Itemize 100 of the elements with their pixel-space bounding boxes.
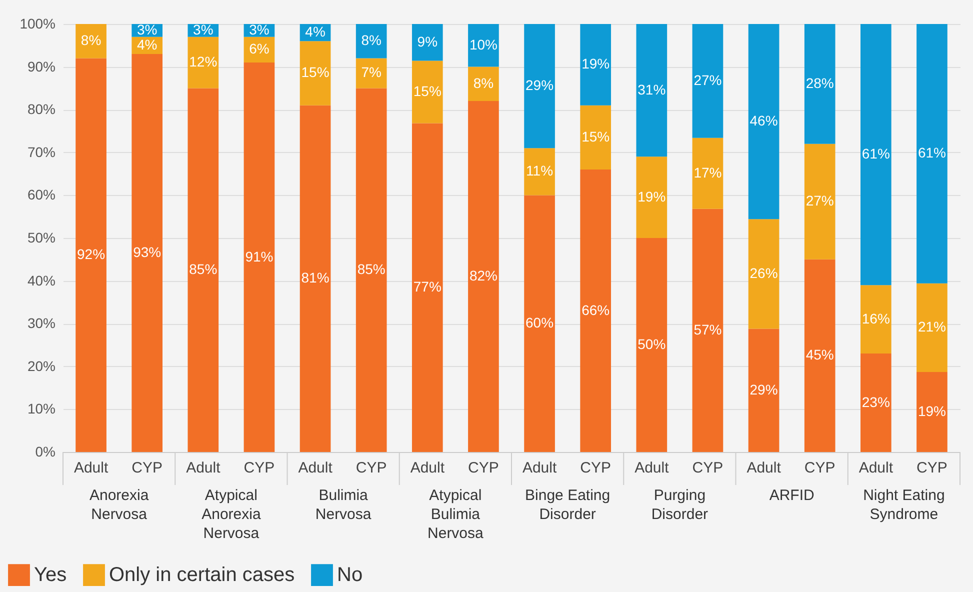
text: Bulimia Nervosa	[315, 487, 372, 523]
bar	[636, 156, 668, 238]
data-label: 27%	[806, 192, 834, 209]
y-tick-label: 10%	[27, 400, 56, 417]
x-tick-label: Adult	[298, 460, 334, 476]
data-label: 17%	[694, 164, 722, 180]
x-tick-label: CYP	[356, 460, 387, 476]
bar	[412, 24, 443, 61]
data-label: 19%	[638, 188, 666, 204]
bar	[692, 138, 724, 209]
data-label: 46%	[750, 112, 778, 129]
bar	[356, 58, 387, 88]
bar	[524, 24, 555, 148]
y-tick-label: 0%	[35, 444, 56, 460]
y-tick-label: 100%	[20, 16, 56, 32]
data-label: 7%	[361, 64, 382, 80]
x-tick-label: CYP	[692, 460, 724, 476]
bar	[636, 24, 668, 157]
data-label: 21%	[918, 318, 946, 335]
data-label: 10%	[469, 36, 498, 52]
data-label: 23%	[862, 394, 890, 410]
bar	[804, 24, 836, 144]
x-tick-label: Adult	[858, 460, 894, 476]
bar	[412, 123, 443, 452]
bar	[244, 62, 275, 452]
data-label: 4%	[305, 24, 326, 40]
bar	[580, 170, 612, 452]
data-label: 15%	[413, 83, 442, 100]
x-tick-label: CYP	[916, 460, 948, 476]
bar	[748, 328, 780, 452]
data-label: 26%	[750, 264, 778, 281]
data-label: 15%	[582, 128, 610, 144]
data-label: 85%	[189, 261, 218, 278]
bar	[188, 36, 219, 88]
data-label: 61%	[918, 144, 946, 161]
legend-label: No	[337, 564, 363, 586]
text: Atypical Anorexia Nervosa	[202, 487, 262, 542]
bar	[692, 208, 724, 452]
data-label: 77%	[413, 278, 442, 295]
bar	[916, 283, 948, 372]
bar	[468, 24, 499, 67]
bar	[580, 105, 612, 170]
x-tick-label: CYP	[132, 460, 163, 476]
data-label: 3%	[249, 21, 270, 38]
data-label: 92%	[77, 246, 106, 262]
bar	[524, 148, 555, 196]
bar	[300, 105, 331, 452]
text: Binge Eating Disorder	[525, 487, 610, 523]
bar	[692, 24, 724, 138]
bar	[748, 219, 780, 329]
text: Anorexia Nervosa	[89, 487, 150, 523]
bar	[412, 60, 443, 124]
data-label: 3%	[136, 21, 158, 38]
x-tick-label: CYP	[580, 460, 612, 476]
data-label: 27%	[694, 72, 722, 88]
data-label: 19%	[582, 56, 610, 72]
bar	[132, 54, 163, 452]
y-tick-label: 80%	[27, 101, 56, 118]
x-tick-label: CYP	[804, 460, 836, 476]
y-tick-label: 20%	[27, 358, 56, 374]
bar	[468, 101, 499, 452]
y-tick-label: 30%	[27, 315, 56, 332]
data-label: 6%	[249, 40, 270, 57]
y-tick-label: 60%	[27, 186, 56, 203]
bar	[860, 24, 892, 286]
data-label: 57%	[694, 321, 722, 338]
text: ARFID	[769, 487, 814, 504]
x-tick-label: CYP	[468, 460, 499, 476]
x-tick-label: CYP	[244, 460, 275, 476]
text: Atypical Bulimia Nervosa	[428, 487, 484, 542]
data-label: 31%	[638, 81, 666, 98]
x-tick-label: Adult	[410, 460, 446, 476]
data-label: 8%	[473, 74, 494, 91]
y-tick-label: 50%	[27, 230, 56, 246]
bar	[748, 24, 780, 220]
data-label: 93%	[133, 244, 162, 260]
data-label: 8%	[80, 32, 102, 48]
x-tick-label: Adult	[186, 460, 222, 476]
data-label: 9%	[417, 33, 438, 50]
bar	[860, 285, 892, 354]
x-tick-label: Adult	[746, 460, 782, 476]
text: Purging Disorder	[651, 487, 708, 523]
data-label: 61%	[862, 146, 890, 162]
data-label: 50%	[638, 336, 666, 352]
bar	[356, 24, 387, 58]
bar	[76, 58, 106, 452]
bar	[804, 259, 836, 452]
data-label: 19%	[918, 402, 946, 419]
y-tick-label: 90%	[27, 58, 56, 74]
data-label: 29%	[526, 77, 554, 94]
bar	[524, 195, 555, 452]
bar	[76, 24, 106, 58]
data-label: 16%	[862, 310, 890, 326]
bar	[580, 24, 612, 106]
data-label: 91%	[245, 248, 274, 264]
text: Night Eating Syndrome	[863, 487, 945, 523]
legend-label: Yes	[34, 564, 67, 586]
data-label: 81%	[301, 270, 330, 286]
bar	[636, 238, 668, 452]
y-tick-label: 40%	[27, 272, 56, 288]
